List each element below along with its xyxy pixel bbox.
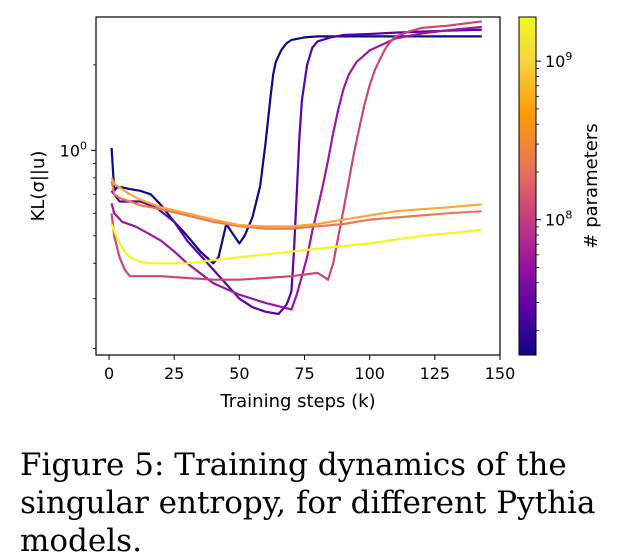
series-line-4: [110, 20, 482, 281]
x-tick-label: 100: [354, 364, 385, 383]
y-axis: 100: [60, 64, 96, 350]
series-line-1: [110, 35, 482, 265]
series-line-3: [110, 25, 482, 311]
x-tick-label: 150: [485, 364, 516, 383]
plot-frame: [95, 16, 501, 356]
series-line-7: [110, 223, 482, 265]
x-axis-label: Training steps (k): [219, 391, 375, 412]
series-line-6: [110, 177, 482, 228]
colorbar-label: # parameters: [581, 123, 602, 248]
y-axis-label: KL(σ||u): [28, 151, 49, 222]
x-axis: 0 25 50 75 100 125 150: [104, 355, 515, 383]
colorbar: [518, 16, 537, 356]
series-line-5: [110, 180, 482, 230]
x-tick-label: 50: [229, 364, 249, 383]
series-line-2: [110, 28, 482, 316]
y-tick-label: 100: [60, 139, 87, 160]
x-tick-label: 25: [164, 364, 184, 383]
figure-caption: Figure 5: Training dynamics of the singu…: [20, 447, 596, 559]
x-tick-label: 125: [420, 364, 451, 383]
x-tick-label: 0: [104, 364, 114, 383]
colorbar-ticks: 108 109: [536, 50, 572, 331]
colorbar-tick-label: 109: [545, 50, 572, 71]
series-layer: [110, 20, 482, 316]
x-tick-label: 75: [294, 364, 314, 383]
colorbar-tick-label: 108: [545, 209, 572, 230]
chart-figure: 0 25 50 75 100 125 150 100 Training steps (k) …: [28, 16, 602, 412]
